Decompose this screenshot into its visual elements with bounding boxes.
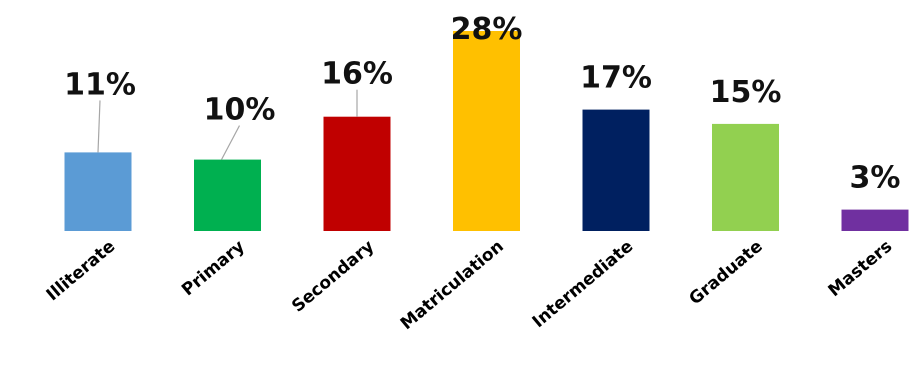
bar-secondary xyxy=(323,116,391,231)
value-label-primary: 10% xyxy=(204,93,276,128)
category-label-secondary: Secondary xyxy=(288,237,378,317)
bar-intermediate xyxy=(582,109,650,231)
category-labels-layer: Illiterate Primary Secondary Matriculation I… xyxy=(43,237,896,335)
bar-graduate xyxy=(712,123,779,231)
value-label-matriculation: 28% xyxy=(451,12,523,47)
bar-illiterate xyxy=(64,152,132,231)
value-label-secondary: 16% xyxy=(321,57,393,92)
category-label-primary: Primary xyxy=(178,237,249,301)
category-label-masters: Masters xyxy=(825,237,897,302)
category-label-matriculation: Matriculation xyxy=(397,237,508,335)
value-label-graduate: 15% xyxy=(710,75,782,110)
bars-layer xyxy=(64,31,909,231)
bar-masters xyxy=(841,209,909,231)
category-label-illiterate: Illiterate xyxy=(43,237,119,306)
category-label-intermediate: Intermediate xyxy=(529,237,637,333)
leader-lines-layer xyxy=(97,89,358,160)
bar-primary xyxy=(194,159,261,231)
value-label-illiterate: 11% xyxy=(64,67,136,102)
bar-matriculation xyxy=(453,31,520,231)
value-labels-layer: 11% 10% 16% 28% 17% 15% 3% xyxy=(64,12,900,196)
value-label-masters: 3% xyxy=(850,161,901,196)
leader-line-primary xyxy=(220,125,241,160)
value-label-intermediate: 17% xyxy=(580,61,652,96)
leader-line-illiterate xyxy=(97,100,101,153)
category-label-graduate: Graduate xyxy=(686,237,767,310)
